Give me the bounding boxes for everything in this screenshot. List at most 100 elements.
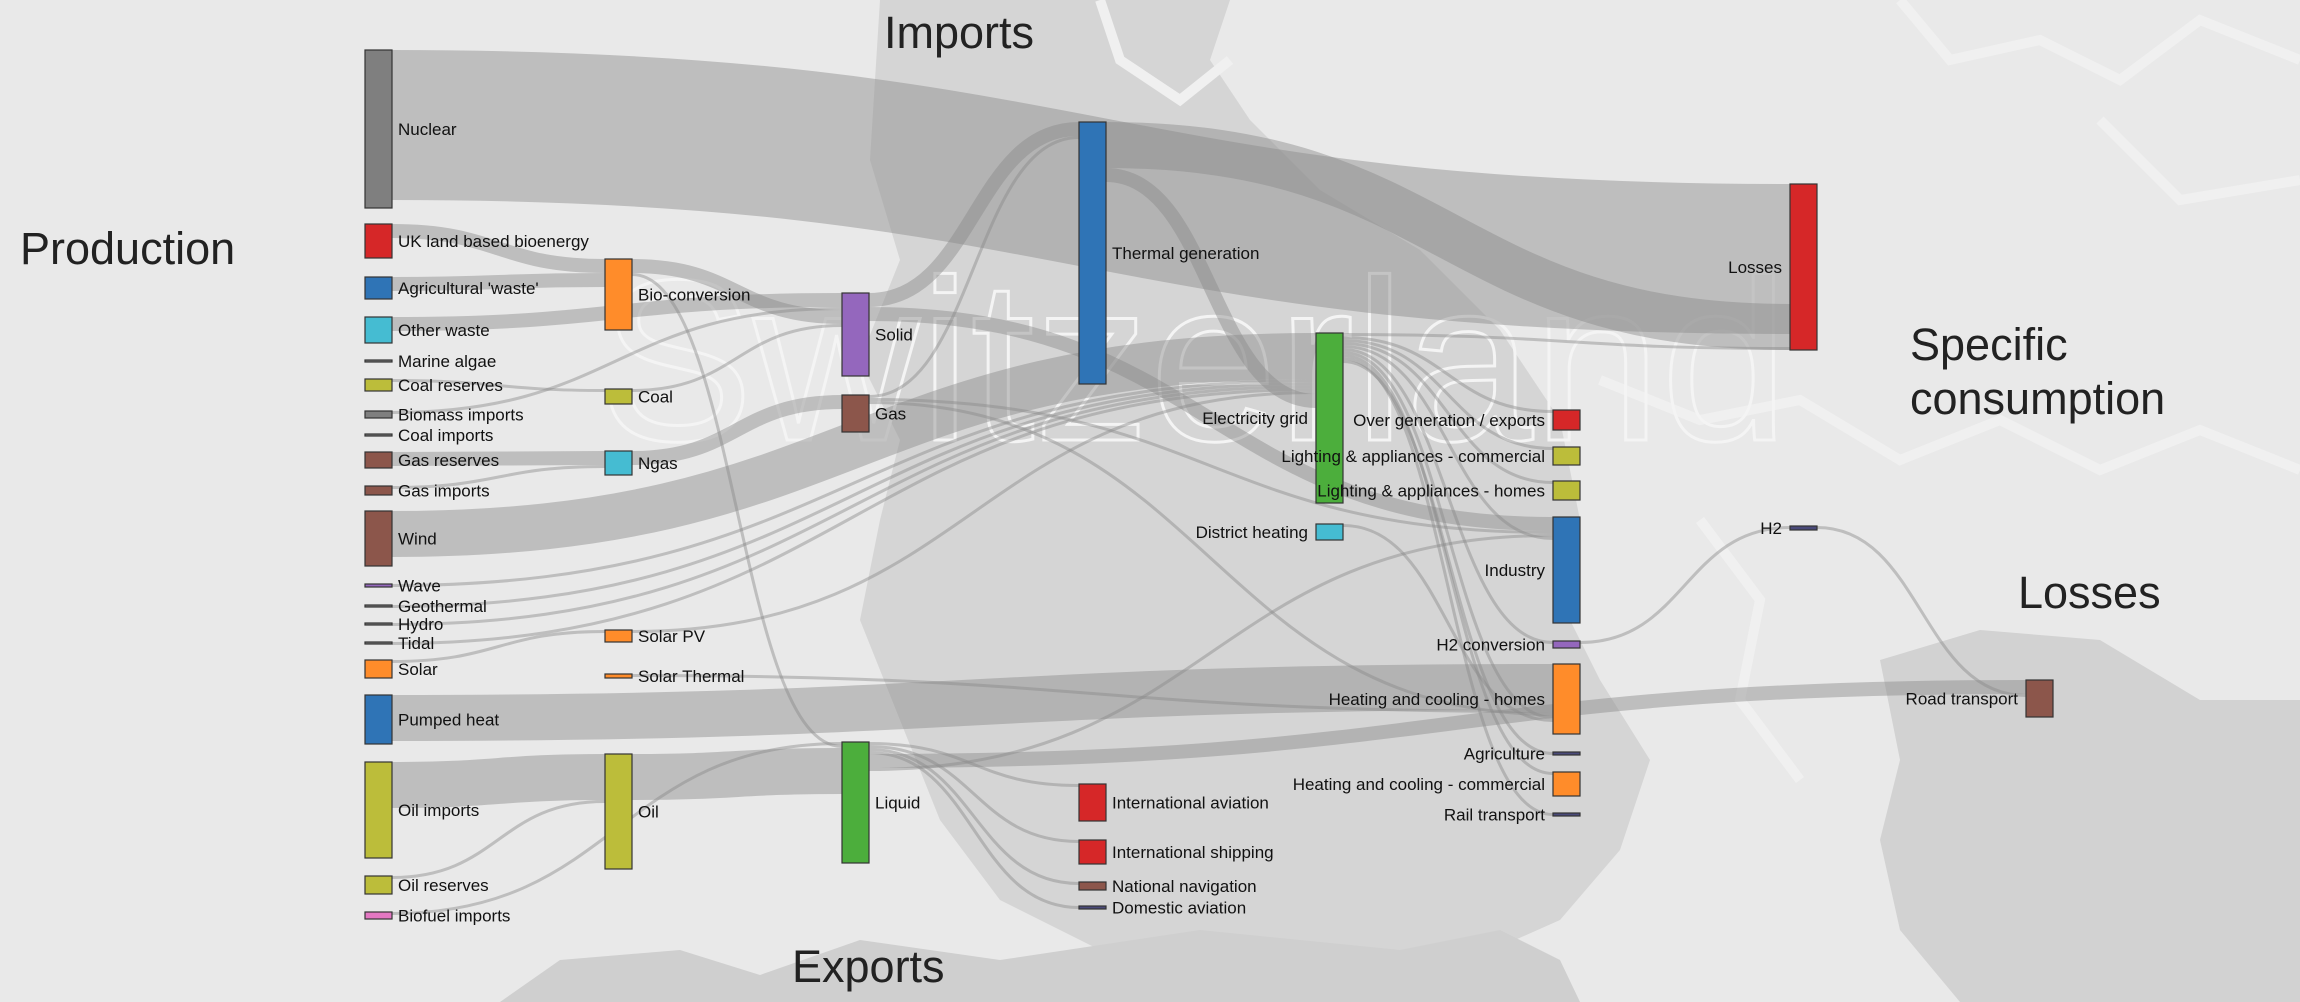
node-oil-imports[interactable] xyxy=(364,761,393,859)
node-thermal-generation[interactable] xyxy=(1078,121,1107,385)
node-nuclear[interactable] xyxy=(364,49,393,209)
energy-nodes xyxy=(364,49,2054,920)
node-marine-algae[interactable] xyxy=(364,359,393,363)
flow-gas-to-heating_homes xyxy=(868,401,1554,716)
node-agriculture[interactable] xyxy=(1552,751,1581,756)
node-gas-imports[interactable] xyxy=(364,485,393,496)
node-other-waste[interactable] xyxy=(364,316,393,344)
label-liquid: Liquid xyxy=(875,794,920,813)
node-district-heating[interactable] xyxy=(1315,523,1344,541)
node-over-generation-exports[interactable] xyxy=(1552,409,1581,431)
label-oil: Oil xyxy=(638,803,659,822)
label-thermal-generation: Thermal generation xyxy=(1112,244,1259,263)
node-tidal[interactable] xyxy=(364,641,393,645)
node-h2-conversion[interactable] xyxy=(1552,640,1581,649)
label-domestic-aviation: Domestic aviation xyxy=(1112,899,1246,918)
label-marine-algae: Marine algae xyxy=(398,352,496,371)
node-international-aviation[interactable] xyxy=(1078,783,1107,822)
node-hydro[interactable] xyxy=(364,622,393,626)
label-solid: Solid xyxy=(875,326,913,345)
node-solar-thermal[interactable] xyxy=(604,673,633,679)
label-losses: Losses xyxy=(1728,258,1782,277)
node-wind[interactable] xyxy=(364,510,393,567)
section-title-losses: Losses xyxy=(2018,567,2161,618)
flow-ngas-to-gas xyxy=(631,395,843,465)
section-title-exports: Exports xyxy=(792,941,945,992)
node-coal-imports[interactable] xyxy=(364,433,393,437)
map-border-lines xyxy=(1095,0,2300,783)
node-solar[interactable] xyxy=(364,659,393,679)
flow-liquid-to-industry xyxy=(868,534,1554,771)
flow-electricity_grid-to-agriculture xyxy=(1342,360,1554,755)
node-heating-homes[interactable] xyxy=(1552,663,1581,735)
label-bio-conversion: Bio-conversion xyxy=(638,286,750,305)
node-pumped-heat[interactable] xyxy=(364,694,393,745)
node-rail-transport[interactable] xyxy=(1552,812,1581,817)
flow-coal_reserves-to-coal xyxy=(391,379,606,392)
flow-hydro-to-electricity_grid xyxy=(391,385,1317,626)
node-road-transport[interactable] xyxy=(2025,679,2054,718)
label-gas-imports: Gas imports xyxy=(398,482,490,501)
flow-geothermal-to-electricity_grid xyxy=(391,382,1317,608)
label-international-aviation: International aviation xyxy=(1112,794,1269,813)
node-lighting-commercial[interactable] xyxy=(1552,446,1581,466)
node-agricultural-waste[interactable] xyxy=(364,276,393,300)
flow-bio_conversion-to-solid xyxy=(631,259,843,324)
section-title-specific-line1: Specific xyxy=(1910,319,2068,370)
node-labels: Nuclear UK land based bioenergy Agricultur… xyxy=(398,120,2018,926)
node-industry[interactable] xyxy=(1552,516,1581,624)
node-wave[interactable] xyxy=(364,583,393,588)
flow-liquid-to-international_aviation xyxy=(868,742,1080,787)
node-national-navigation[interactable] xyxy=(1078,881,1107,891)
flow-solar-to-solar_pv xyxy=(391,630,606,663)
node-bio-conversion[interactable] xyxy=(604,258,633,331)
flow-electricity_grid-to-lighting_commercial xyxy=(1342,339,1554,450)
flow-thermal_generation-to-losses xyxy=(1105,122,1791,350)
node-domestic-aviation[interactable] xyxy=(1078,905,1107,910)
node-geothermal[interactable] xyxy=(364,604,393,608)
flow-solar_thermal-to-heating_homes xyxy=(631,674,1554,713)
label-other-waste: Other waste xyxy=(398,321,490,340)
node-coal[interactable] xyxy=(604,388,633,405)
node-ngas[interactable] xyxy=(604,450,633,476)
node-gas[interactable] xyxy=(841,394,870,433)
flow-oil_imports-to-oil xyxy=(391,754,606,808)
label-ngas: Ngas xyxy=(638,454,678,473)
node-liquid[interactable] xyxy=(841,741,870,864)
label-solar: Solar xyxy=(398,660,438,679)
label-heating-homes: Heating and cooling - homes xyxy=(1329,690,1545,709)
node-solid[interactable] xyxy=(841,292,870,377)
label-hydro: Hydro xyxy=(398,615,443,634)
node-h2[interactable] xyxy=(1789,525,1818,531)
label-industry: Industry xyxy=(1485,561,1546,580)
node-gas-reserves[interactable] xyxy=(364,451,393,469)
node-oil-reserves[interactable] xyxy=(364,875,393,895)
label-agriculture: Agriculture xyxy=(1464,745,1545,764)
node-uk-land-bioenergy[interactable] xyxy=(364,223,393,259)
flow-h2-to-road_transport xyxy=(1816,526,2027,697)
node-heating-commercial[interactable] xyxy=(1552,771,1581,797)
label-uk-land-bioenergy: UK land based bioenergy xyxy=(398,232,589,251)
node-solar-pv[interactable] xyxy=(604,629,633,643)
label-biofuel-imports: Biofuel imports xyxy=(398,907,510,926)
flow-tidal-to-electricity_grid xyxy=(391,388,1317,645)
node-biofuel-imports[interactable] xyxy=(364,911,393,920)
node-electricity-grid[interactable] xyxy=(1315,332,1344,504)
section-title-specific-line2: consumption xyxy=(1910,373,2166,424)
node-lighting-homes[interactable] xyxy=(1552,480,1581,501)
flow-liquid-to-international_shipping xyxy=(868,745,1080,843)
node-international-shipping[interactable] xyxy=(1078,839,1107,865)
node-coal-reserves[interactable] xyxy=(364,378,393,392)
node-losses[interactable] xyxy=(1789,183,1818,351)
label-solar-thermal: Solar Thermal xyxy=(638,667,744,686)
node-biomass-imports[interactable] xyxy=(364,410,393,419)
flow-electricity_grid-to-industry xyxy=(1342,345,1554,540)
label-national-navigation: National navigation xyxy=(1112,877,1257,896)
label-gas-reserves: Gas reserves xyxy=(398,451,499,470)
label-oil-reserves: Oil reserves xyxy=(398,876,489,895)
flow-gas_reserves-to-ngas xyxy=(391,451,606,466)
node-oil[interactable] xyxy=(604,753,633,870)
